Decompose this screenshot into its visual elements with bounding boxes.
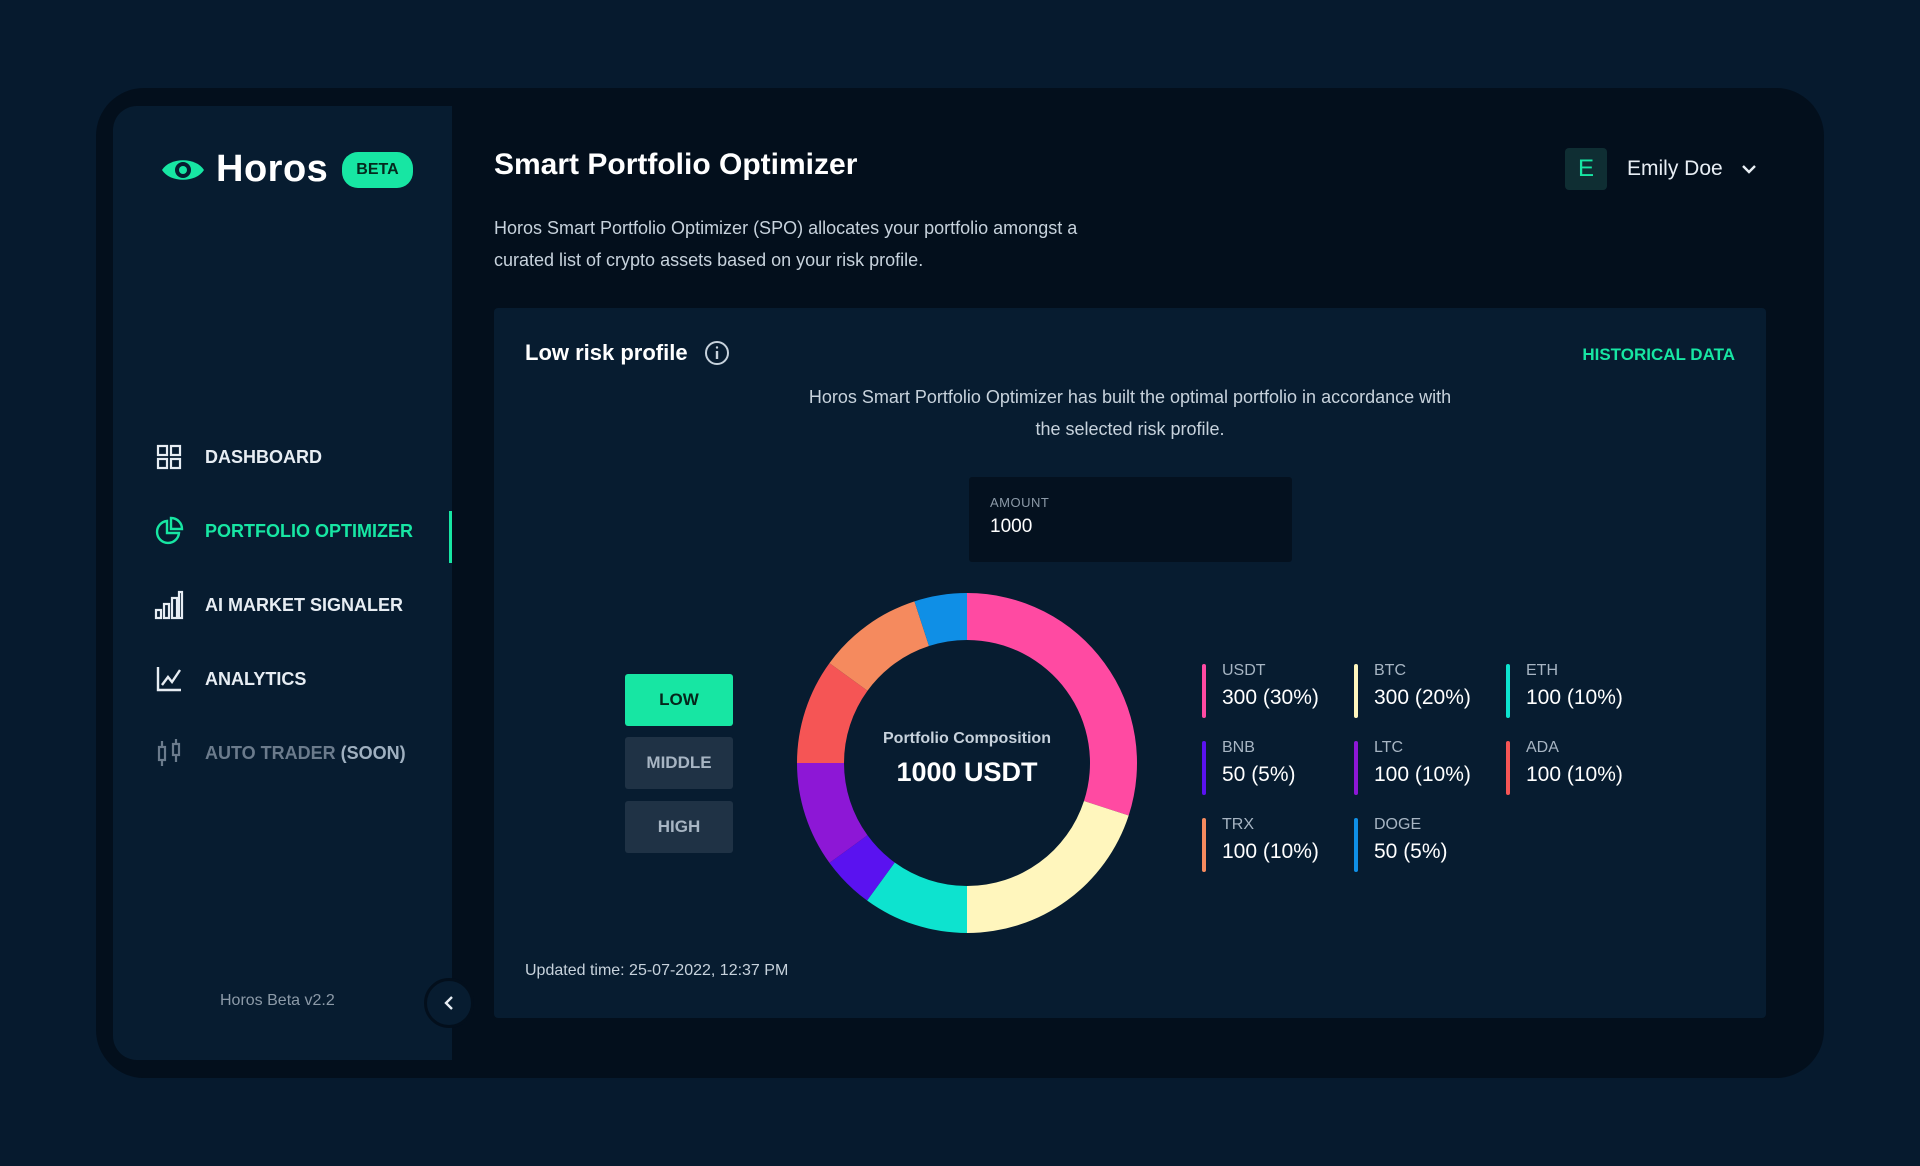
legend-asset-value: 100 (10%) — [1526, 686, 1623, 709]
card-description: Horos Smart Portfolio Optimizer has buil… — [808, 387, 1452, 439]
sidebar — [113, 106, 452, 1060]
legend-item-doge: DOGE 50 (5%) — [1354, 812, 1504, 872]
sidebar-nav: DASHBOARD PORTFOLIO OPTIMIZER AI MARKET … — [152, 420, 452, 790]
sidebar-item-portfolio-optimizer[interactable]: PORTFOLIO OPTIMIZER — [152, 494, 452, 568]
version-label: Horos Beta v2.2 — [220, 992, 335, 1009]
donut-segment-ltc[interactable] — [797, 763, 868, 863]
legend-asset-name: USDT — [1222, 662, 1266, 679]
risk-profile-title-text: Low risk profile — [525, 340, 688, 365]
eye-logo-icon — [162, 159, 204, 180]
legend-item-ada: ADA 100 (10%) — [1506, 735, 1656, 795]
user-name: Emily Doe — [1627, 157, 1723, 180]
pie-chart-icon — [152, 514, 186, 548]
legend-color-bar — [1354, 664, 1358, 718]
legend-asset-value: 100 (10%) — [1374, 763, 1471, 786]
legend-item-bnb: BNB 50 (5%) — [1202, 735, 1352, 795]
amount-label: AMOUNT — [990, 495, 1050, 510]
amount-field[interactable]: AMOUNT — [969, 477, 1292, 562]
page-title: Smart Portfolio Optimizer — [494, 148, 858, 181]
legend-asset-name: BNB — [1222, 739, 1255, 756]
avatar: E — [1565, 148, 1607, 190]
risk-profile-title: Low risk profile — [525, 340, 730, 366]
sidebar-item-label: DASHBOARD — [205, 446, 322, 467]
sidebar-item-dashboard[interactable]: DASHBOARD — [152, 420, 452, 494]
legend-item-usdt: USDT 300 (30%) — [1202, 658, 1352, 718]
bar-chart-icon — [152, 588, 186, 622]
legend-asset-value: 100 (10%) — [1222, 840, 1319, 863]
legend-color-bar — [1354, 818, 1358, 872]
sidebar-item-auto-trader[interactable]: AUTO TRADER (SOON) — [152, 716, 452, 790]
sidebar-item-label: PORTFOLIO OPTIMIZER — [205, 520, 413, 541]
candlestick-icon — [152, 736, 186, 770]
legend-asset-name: BTC — [1374, 662, 1406, 679]
legend-item-trx: TRX 100 (10%) — [1202, 812, 1352, 872]
legend-asset-value: 50 (5%) — [1374, 840, 1448, 863]
legend-item-btc: BTC 300 (20%) — [1354, 658, 1504, 718]
donut-segment-usdt[interactable] — [967, 593, 1137, 816]
chevron-down-icon — [1741, 165, 1756, 174]
legend-asset-value: 300 (30%) — [1222, 686, 1319, 709]
brand-name: Horos — [216, 148, 329, 190]
collapse-sidebar-button[interactable] — [424, 978, 474, 1028]
risk-low-button[interactable]: LOW — [625, 674, 733, 726]
legend-item-eth: ETH 100 (10%) — [1506, 658, 1656, 718]
donut-caption: Portfolio Composition — [883, 730, 1051, 747]
legend-color-bar — [1202, 818, 1206, 872]
historical-data-link[interactable]: HISTORICAL DATA — [1582, 345, 1735, 364]
legend-asset-value: 50 (5%) — [1222, 763, 1296, 786]
legend-color-bar — [1354, 741, 1358, 795]
legend-color-bar — [1506, 741, 1510, 795]
portfolio-donut-chart — [797, 593, 1137, 933]
portfolio-card — [494, 308, 1766, 1018]
beta-badge: BETA — [342, 151, 413, 188]
legend-asset-value: 300 (20%) — [1374, 686, 1471, 709]
legend-item-ltc: LTC 100 (10%) — [1354, 735, 1504, 795]
sidebar-item-label: AI MARKET SIGNALER — [205, 594, 403, 615]
donut-segment-bnb[interactable] — [829, 835, 895, 901]
chevron-left-icon — [444, 996, 453, 1010]
legend-asset-name: LTC — [1374, 739, 1404, 756]
donut-segment-ada[interactable] — [797, 663, 868, 763]
legend-asset-name: ETH — [1526, 662, 1558, 679]
legend-color-bar — [1202, 664, 1206, 718]
sidebar-item-label: AUTO TRADER — [205, 742, 336, 763]
legend-asset-name: DOGE — [1374, 816, 1422, 833]
donut-segment-btc[interactable] — [967, 801, 1129, 933]
page-description: Horos Smart Portfolio Optimizer (SPO) al… — [494, 218, 1078, 270]
amount-input[interactable] — [990, 516, 1270, 538]
donut-segment-eth[interactable] — [867, 862, 967, 933]
donut-segment-doge[interactable] — [914, 593, 967, 647]
donut-total: 1000 USDT — [896, 757, 1038, 787]
legend-asset-name: TRX — [1222, 816, 1254, 833]
grid-icon — [152, 440, 186, 474]
legend-asset-name: ADA — [1526, 739, 1559, 756]
soon-tag: (SOON) — [340, 742, 406, 763]
line-chart-icon — [152, 662, 186, 696]
risk-middle-button[interactable]: MIDDLE — [625, 737, 733, 789]
sidebar-item-label: ANALYTICS — [205, 668, 307, 689]
risk-high-button[interactable]: HIGH — [625, 801, 733, 853]
legend-color-bar — [1202, 741, 1206, 795]
donut-segment-trx[interactable] — [829, 601, 929, 691]
user-menu[interactable]: E Emily Doe — [1565, 148, 1757, 190]
legend-color-bar — [1506, 664, 1510, 718]
sidebar-item-analytics[interactable]: ANALYTICS — [152, 642, 452, 716]
info-icon[interactable] — [704, 340, 730, 366]
legend-asset-value: 100 (10%) — [1526, 763, 1623, 786]
updated-time: Updated time: 25-07-2022, 12:37 PM — [525, 962, 789, 979]
sidebar-item-ai-market-signaler[interactable]: AI MARKET SIGNALER — [152, 568, 452, 642]
brand-logo[interactable]: Horos BETA — [160, 148, 413, 191]
